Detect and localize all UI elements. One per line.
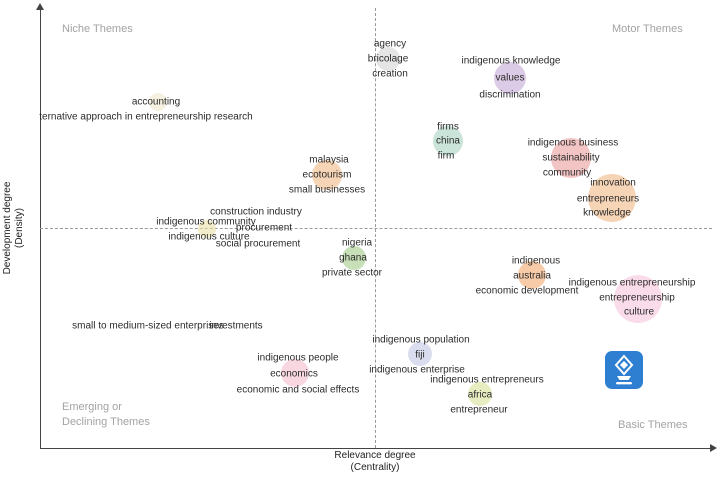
cluster-term: private sector bbox=[321, 267, 383, 279]
cluster-term: entrepreneur bbox=[450, 404, 508, 416]
cluster-term: indigenous entrepreneurship bbox=[568, 277, 696, 289]
cluster-term: ghana bbox=[339, 252, 367, 264]
watermark-logo bbox=[605, 351, 643, 389]
quadrant-label-emerging-line1: Emerging or bbox=[62, 401, 122, 413]
quadrant-label-emerging-line2: Declining Themes bbox=[62, 416, 150, 428]
cluster-term: culture bbox=[623, 306, 655, 318]
cluster-term: australia bbox=[513, 270, 551, 282]
cluster-bubble-economics bbox=[281, 359, 309, 387]
quadrant-label-niche: Niche Themes bbox=[62, 23, 133, 35]
cluster-bubble-ecotourism bbox=[312, 160, 342, 190]
cluster-bubble-accounting bbox=[149, 93, 167, 111]
cluster-term: nigeria bbox=[341, 237, 373, 249]
quadrant-label-motor: Motor Themes bbox=[612, 23, 683, 35]
cluster-term: agency bbox=[373, 38, 407, 50]
cluster-term: indigenous entrepreneurs bbox=[430, 374, 544, 386]
cluster-term: economics bbox=[270, 368, 318, 380]
cluster-bubble-values bbox=[494, 62, 526, 94]
cluster-term: entrepreneurship bbox=[599, 292, 675, 304]
cluster-term: small to medium-sized enterprises bbox=[72, 320, 224, 332]
cluster-term: ternative approach in entrepreneurship r… bbox=[39, 111, 253, 123]
cluster-term: investments bbox=[209, 320, 263, 332]
x-axis-title-line1: Relevance degree bbox=[334, 450, 416, 461]
cluster-bubble-indigenous-community bbox=[198, 220, 216, 238]
x-axis-line bbox=[40, 448, 712, 449]
x-axis-arrow-icon bbox=[710, 444, 717, 452]
cluster-bubble-fiji bbox=[408, 342, 432, 366]
cluster-term: values bbox=[495, 72, 525, 84]
cluster-bubble-africa bbox=[468, 382, 492, 406]
cluster-term: indigenous enterprise bbox=[369, 364, 465, 376]
density-dashed-line bbox=[40, 228, 712, 229]
y-axis-title: Development degree (Density) bbox=[2, 182, 26, 275]
cluster-term: africa bbox=[467, 389, 493, 401]
cluster-term: malaysia bbox=[309, 154, 349, 166]
cluster-term: community bbox=[542, 167, 592, 179]
cluster-term: sustainability bbox=[542, 152, 600, 164]
cluster-bubble-australia bbox=[518, 261, 546, 289]
cluster-term: creation bbox=[372, 68, 408, 80]
cluster-term: indigenous people bbox=[257, 352, 339, 364]
cluster-term: bricolage bbox=[367, 53, 409, 65]
cluster-term: procurement bbox=[235, 222, 293, 234]
cluster-term: ecotourism bbox=[302, 169, 352, 181]
cluster-term: fiji bbox=[415, 349, 425, 361]
cluster-term: indigenous knowledge bbox=[461, 55, 561, 67]
y-axis-title-line1: Development degree bbox=[2, 181, 13, 275]
cluster-bubble-culture bbox=[614, 275, 662, 323]
cluster-term: firms bbox=[437, 121, 459, 133]
cluster-term: entrepreneurs bbox=[576, 193, 640, 205]
cluster-bubble-innovation bbox=[588, 174, 636, 222]
cluster-term: indigenous population bbox=[372, 334, 470, 346]
cluster-term: discrimination bbox=[479, 89, 541, 101]
cluster-bubble-china bbox=[433, 126, 463, 156]
cluster-term: social procurement bbox=[215, 238, 301, 250]
quadrant-label-emerging: Emerging or Declining Themes bbox=[62, 400, 150, 430]
cluster-term: china bbox=[436, 135, 460, 147]
x-axis-title: Relevance degree (Centrality) bbox=[334, 450, 415, 474]
cluster-term: small businesses bbox=[288, 184, 366, 196]
cluster-term: indigenous business bbox=[527, 137, 619, 149]
cluster-term: innovation bbox=[590, 177, 636, 189]
cluster-term: firm bbox=[437, 150, 455, 162]
cluster-term: indigenous culture bbox=[168, 231, 250, 243]
cluster-term: accounting bbox=[131, 96, 181, 108]
cluster-bubble-ghana bbox=[342, 246, 366, 270]
cluster-term: indigenous community bbox=[156, 216, 256, 228]
x-axis-title-line2: (Centrality) bbox=[350, 462, 400, 473]
cluster-bubble-bricolage bbox=[376, 47, 400, 71]
y-axis-arrow-icon bbox=[36, 3, 44, 10]
cluster-term: construction industry bbox=[210, 206, 302, 218]
cluster-term: economic and social effects bbox=[236, 384, 360, 396]
y-axis-title-line2: (Density) bbox=[14, 208, 25, 249]
cluster-term: knowledge bbox=[583, 207, 631, 219]
cluster-bubble-sustainability bbox=[551, 138, 591, 178]
cluster-term: indigenous bbox=[511, 255, 561, 267]
quadrant-label-basic: Basic Themes bbox=[618, 419, 688, 431]
cluster-term: economic development bbox=[475, 285, 579, 297]
